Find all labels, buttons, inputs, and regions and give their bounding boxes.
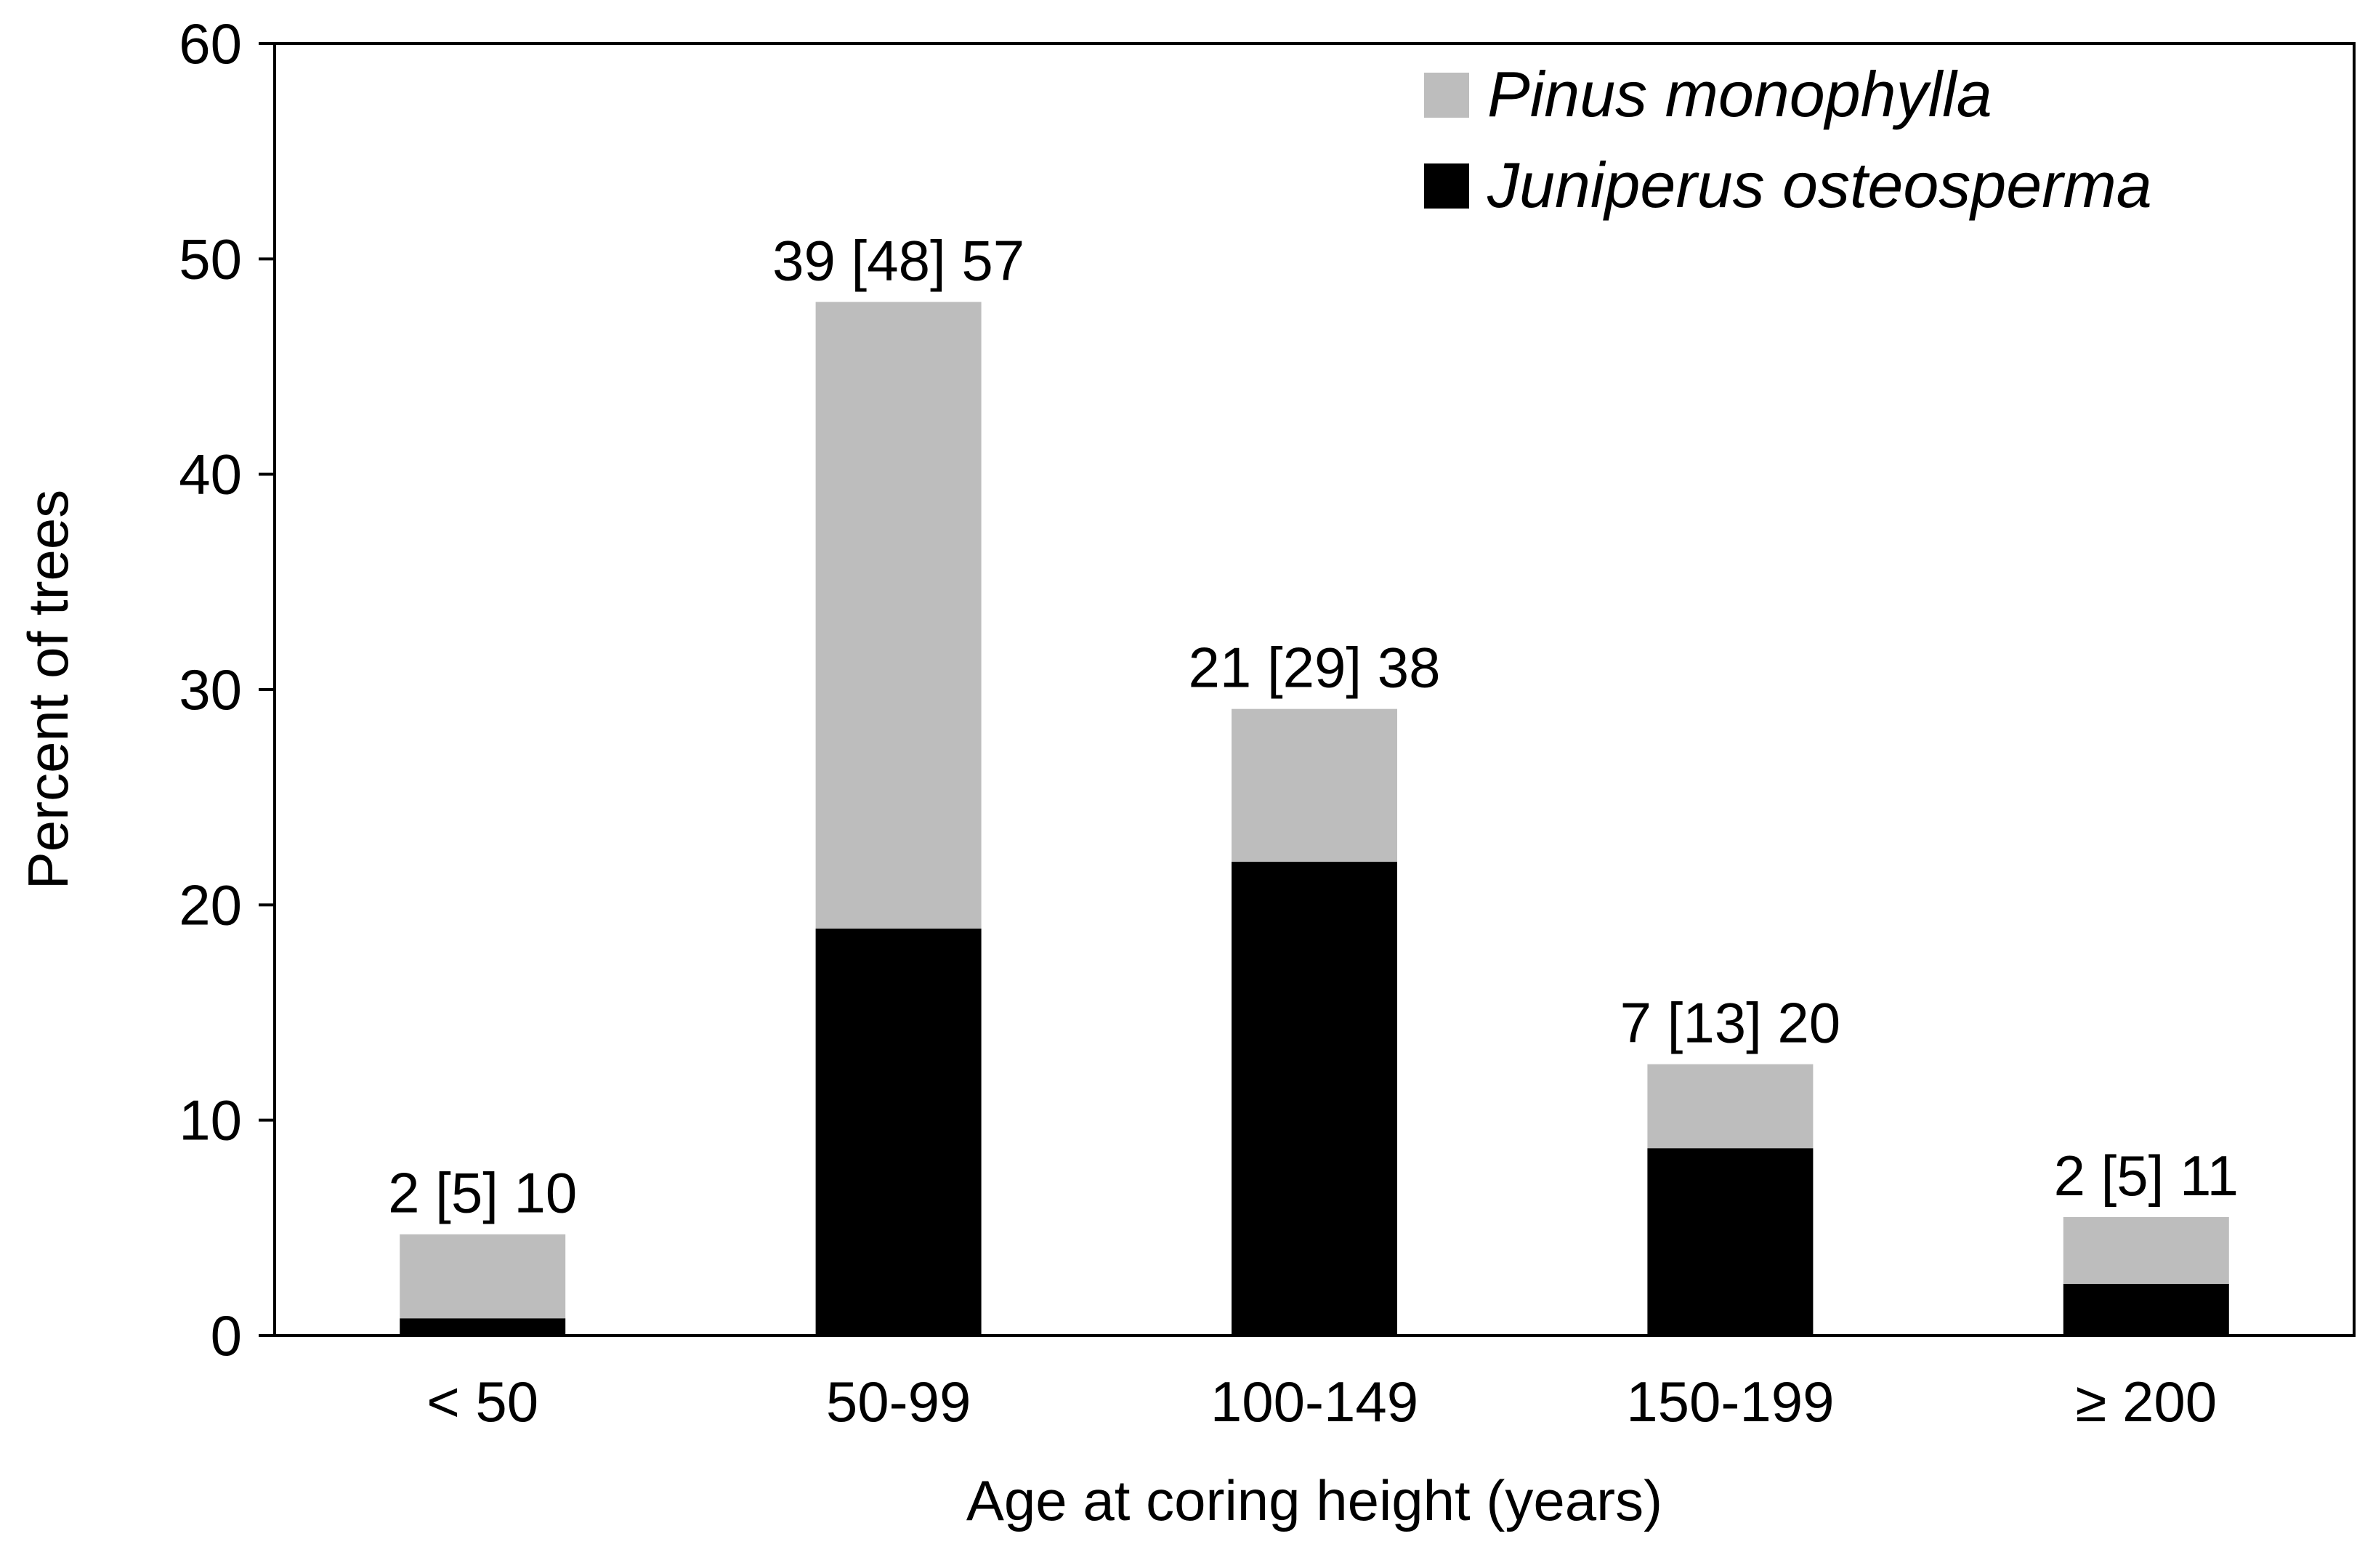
axes-layer: 0 10 20 30 40 50 60 < 50 50-99 100-149 150-199 ≥ 20… <box>179 12 2356 1434</box>
bar-juniperus-osteosperma-5 <box>2063 1283 2229 1335</box>
legend: Pinus monophylla Juniperus osteosperma <box>1424 58 2152 221</box>
legend-swatch-juniperus-osteosperma <box>1424 163 1469 209</box>
legend-swatch-pinus-monophylla <box>1424 73 1469 118</box>
legend-label-juniperus-osteosperma: Juniperus osteosperma <box>1487 149 2152 221</box>
y-axis-title: Percent of trees <box>16 490 80 890</box>
bar-data-label: 7 [13] 20 <box>1620 991 1841 1055</box>
x-tick-label: ≥ 200 <box>2075 1370 2217 1434</box>
bar-pinus-monophylla-4 <box>1647 1064 1814 1149</box>
bar-juniperus-osteosperma-3 <box>1232 862 1397 1335</box>
x-tick-label: 100-149 <box>1210 1370 1418 1434</box>
bar-data-label: 21 [29] 38 <box>1189 636 1441 700</box>
bar-pinus-monophylla-2 <box>815 302 982 929</box>
y-tick-label: 60 <box>179 12 242 76</box>
y-tick-label: 0 <box>211 1304 242 1367</box>
y-tick-label: 20 <box>179 873 242 937</box>
x-tick-label: < 50 <box>426 1370 538 1434</box>
bar-data-label: 2 [5] 10 <box>388 1161 577 1225</box>
y-tick-label: 10 <box>179 1088 242 1152</box>
bar-pinus-monophylla-3 <box>1232 708 1397 862</box>
bar-juniperus-osteosperma-1 <box>400 1318 566 1335</box>
x-tick-label: 150-199 <box>1626 1370 1834 1434</box>
x-tick-label: 50-99 <box>826 1370 971 1434</box>
bar-data-label: 2 [5] 11 <box>2054 1144 2239 1208</box>
y-tick-label: 30 <box>179 658 242 722</box>
bar-juniperus-osteosperma-4 <box>1647 1148 1814 1335</box>
bar-data-label: 39 [48] 57 <box>772 229 1024 293</box>
bar-pinus-monophylla-5 <box>2063 1217 2229 1284</box>
bars-layer <box>400 302 2229 1335</box>
y-tick-label: 40 <box>179 442 242 506</box>
legend-label-pinus-monophylla: Pinus monophylla <box>1487 58 1992 130</box>
labels-layer: 2 [5] 10 39 [48] 57 21 [29] 38 7 [13] 20 2 [… <box>16 229 2239 1532</box>
bar-pinus-monophylla-1 <box>400 1234 566 1319</box>
x-axis-title: Age at coring height (years) <box>966 1468 1662 1532</box>
y-tick-label: 50 <box>179 227 242 291</box>
bar-juniperus-osteosperma-2 <box>815 928 982 1335</box>
